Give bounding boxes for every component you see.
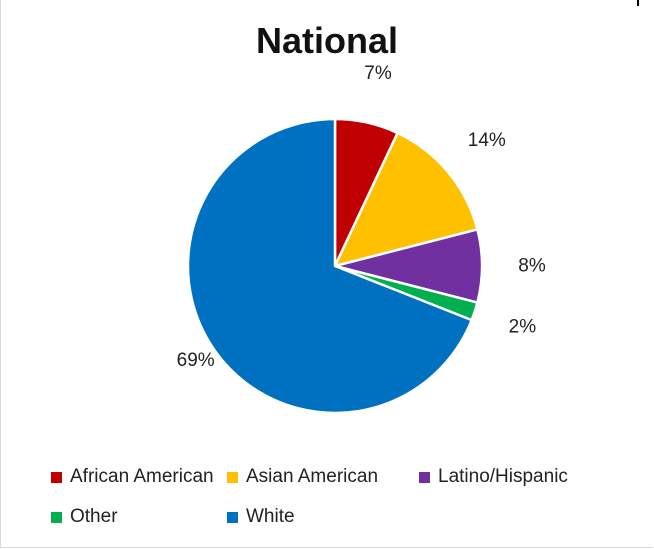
legend-label: Asian American [246,466,379,487]
legend-item-asian-american: Asian American [227,466,419,488]
data-label-african-american: 7% [364,63,392,84]
pie-slices [186,117,484,415]
frame-tick-mark [637,0,639,6]
legend-label: African American [70,466,214,487]
data-label-white: 69% [177,350,215,371]
legend-label: Other [70,506,118,527]
pie-slice-white [186,117,473,415]
data-label-latino-hispanic: 8% [518,256,546,277]
legend-label: Latino/Hispanic [438,466,568,487]
legend-swatch [51,511,62,523]
data-label-asian-american: 14% [468,130,506,151]
legend-label: White [246,506,295,527]
legend-item-african-american: African American [51,466,227,488]
pie-data-labels: 7% 14% 8% 2% 69% [177,63,546,371]
chart-legend: African American Asian American Latino/His… [51,466,641,528]
legend-item-other: Other [51,506,227,528]
legend-item-latino-hispanic: Latino/Hispanic [419,466,619,488]
legend-swatch [419,471,430,483]
legend-swatch [51,471,62,483]
legend-swatch [227,511,238,523]
pie-slice-asian-american [333,131,479,268]
chart-title: National [255,20,398,61]
data-label-other: 2% [509,316,537,337]
legend-item-white: White [227,506,419,528]
legend-swatch [227,471,238,483]
